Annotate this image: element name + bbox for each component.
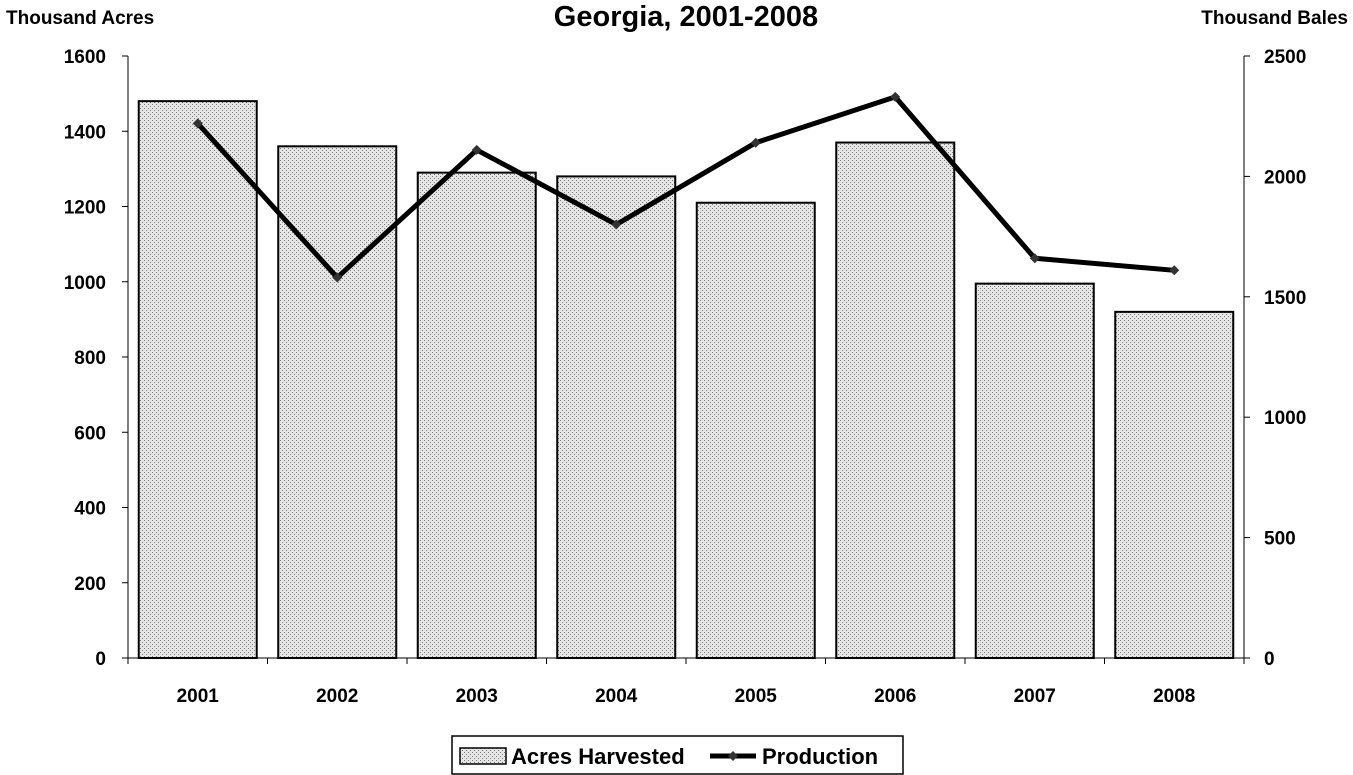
left-tick-label-0: 0: [95, 649, 106, 670]
left-tick-label-800: 800: [74, 348, 106, 369]
x-tick-label-2003: 2003: [456, 686, 498, 707]
production-point-2003: [471, 144, 482, 155]
x-tick-label-2002: 2002: [316, 686, 358, 707]
bar-2003: [416, 171, 537, 659]
axes: 0 200 400 600 800 1000 1200 1400 1600 0 500 1000 150…: [64, 47, 1307, 707]
x-tick-label-2008: 2008: [1153, 686, 1195, 707]
production-point-2006: [890, 91, 901, 102]
x-tick-label-2005: 2005: [735, 686, 778, 707]
production-point-2007: [1029, 253, 1040, 264]
bar-2004: [556, 175, 677, 659]
legend: Acres Harvested Production: [451, 735, 904, 775]
x-tick-label-2001: 2001: [177, 686, 220, 707]
bar-2007: [974, 282, 1095, 659]
left-axis-title: Thousand Acres: [6, 8, 154, 29]
right-tick-label-500: 500: [1264, 529, 1296, 550]
production-point-2008: [1169, 265, 1180, 276]
production-point-2004: [611, 219, 622, 230]
production-point-2001: [192, 118, 203, 129]
left-tick-label-1000: 1000: [64, 273, 106, 294]
x-tick-label-2006: 2006: [874, 686, 916, 707]
legend-marker-production: [728, 751, 738, 761]
legend-swatch-acres: [459, 747, 507, 765]
chart-title: Georgia, 2001-2008: [554, 1, 818, 33]
right-tick-label-2000: 2000: [1264, 167, 1306, 188]
line-series: [192, 91, 1180, 283]
production-point-2005: [750, 137, 761, 148]
left-tick-label-400: 400: [74, 499, 106, 520]
x-tick-label-2007: 2007: [1014, 686, 1056, 707]
bar-series: [137, 100, 1235, 660]
left-tick-label-1600: 1600: [64, 47, 106, 68]
bar-2006: [835, 141, 956, 660]
right-axis-title: Thousand Bales: [1201, 8, 1348, 29]
left-tick-label-1400: 1400: [64, 122, 106, 143]
bar-2008: [1114, 310, 1235, 659]
right-tick-label-0: 0: [1264, 649, 1275, 670]
right-tick-label-1500: 1500: [1264, 288, 1306, 309]
right-tick-label-2500: 2500: [1264, 47, 1306, 68]
legend-label-acres: Acres Harvested: [511, 744, 685, 769]
production-line: [195, 94, 1175, 281]
production-point-2002: [332, 272, 343, 283]
left-tick-label-200: 200: [74, 574, 106, 595]
bar-2002: [277, 145, 398, 660]
x-tick-label-2004: 2004: [595, 686, 638, 707]
legend-label-production: Production: [762, 744, 878, 769]
bar-2005: [695, 201, 816, 660]
legend-box: [451, 735, 904, 775]
bar-2001: [137, 100, 258, 659]
right-tick-label-1000: 1000: [1264, 408, 1306, 429]
left-tick-label-600: 600: [74, 423, 106, 444]
left-tick-label-1200: 1200: [64, 198, 106, 219]
